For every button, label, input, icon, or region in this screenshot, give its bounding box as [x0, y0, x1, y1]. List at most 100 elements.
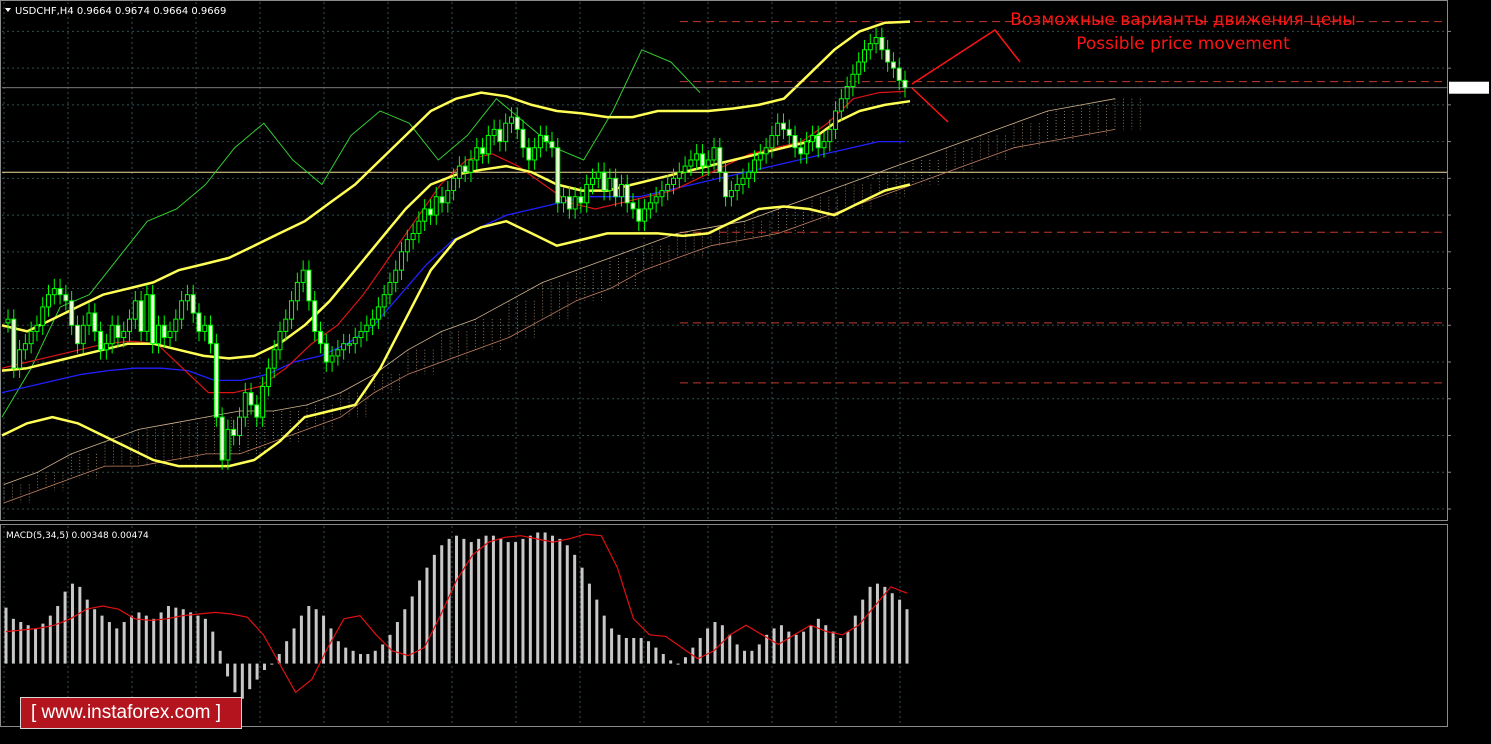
macd-bar [166, 606, 170, 664]
macd-bar [772, 628, 776, 664]
candle-body [456, 165, 462, 179]
macd-bar [654, 647, 658, 664]
candle-body [121, 330, 127, 339]
candle-body [40, 306, 46, 326]
macd-bar [336, 641, 340, 664]
macd-bar [211, 631, 215, 664]
candle-body [850, 73, 856, 87]
candle-body [410, 232, 416, 241]
candle-body [682, 165, 688, 173]
candle-body [358, 330, 364, 339]
candle-body [647, 202, 653, 210]
macd-bar [587, 583, 591, 664]
candle-body [861, 49, 867, 63]
candle-body [480, 147, 486, 155]
candles [5, 27, 908, 470]
candle-body [427, 208, 433, 216]
candle-body [659, 190, 665, 198]
macd-bar [410, 596, 414, 664]
candle-body [306, 269, 312, 302]
candle-body [364, 324, 370, 332]
macd-bar [329, 628, 333, 664]
macd-bar [122, 622, 126, 664]
macd-bar [373, 650, 377, 664]
candle-body [231, 428, 237, 437]
chikou-span [1, 49, 701, 418]
macd-bar [669, 660, 673, 664]
candle-body [283, 318, 289, 332]
macd-bar [580, 567, 584, 664]
candle-body [468, 159, 474, 173]
macd-bar [93, 609, 97, 664]
candle-body [589, 177, 595, 185]
macd-bar [358, 654, 362, 664]
symbol-menu-icon[interactable] [5, 8, 11, 12]
main-chart-frame [0, 0, 1448, 521]
candle-body [694, 153, 700, 161]
candle-body [584, 183, 590, 204]
macd-bar [720, 625, 724, 664]
candle-body [63, 294, 69, 302]
candle-body [387, 281, 393, 296]
macd-bar [418, 580, 422, 664]
candle-body [676, 171, 682, 179]
candle-body [399, 251, 405, 271]
candle-body [92, 312, 98, 332]
candle-body [51, 288, 57, 296]
macd-bar [595, 599, 599, 664]
candle-body [404, 239, 410, 253]
macd-bar [647, 641, 651, 664]
macd-bar [573, 554, 577, 664]
macd-bar [292, 628, 296, 664]
macd-bar [676, 663, 680, 665]
macd-bar [233, 663, 237, 693]
candle-body [769, 134, 775, 149]
macd-bar [4, 607, 8, 664]
macd-bar [831, 631, 835, 664]
candle-body [439, 196, 445, 204]
candle-body [699, 153, 705, 167]
candle-body [213, 343, 219, 418]
candle-body [572, 196, 578, 210]
candle-body [607, 177, 613, 192]
macd-bar [344, 647, 348, 664]
macd-bar [262, 663, 266, 670]
candle-body [219, 416, 225, 461]
candle-body [665, 183, 671, 192]
macd-bar [130, 615, 134, 664]
macd-bar [846, 631, 850, 664]
macd-bar [307, 606, 311, 664]
macd-bar [794, 634, 798, 664]
macd-bar [322, 615, 326, 664]
candle-body [879, 37, 885, 51]
macd-bar [447, 538, 451, 664]
candle-body [838, 98, 844, 112]
macd-bar [536, 532, 540, 664]
candle-body [549, 141, 555, 149]
macd-bar [861, 599, 865, 664]
macd-bar [632, 638, 636, 664]
macd-bar [757, 644, 761, 664]
chart-title: USDCHF,H4 0.9664 0.9674 0.9664 0.9669 [15, 6, 226, 17]
macd-bar [477, 538, 481, 664]
candle-body [381, 294, 387, 308]
macd-bar [514, 542, 518, 664]
candle-body [161, 324, 167, 339]
candle-body [28, 330, 34, 345]
candle-body [485, 134, 491, 155]
annotation-ru: Возможные варианты движения цены [1010, 10, 1356, 30]
macd-bar [277, 654, 281, 664]
macd-bar [85, 599, 89, 664]
annotation-en: Possible price movement [1076, 34, 1290, 54]
macd-bar [683, 657, 687, 664]
candle-body [462, 165, 468, 173]
macd-bar [11, 618, 15, 664]
candle-body [300, 269, 306, 283]
candle-body [595, 171, 601, 179]
candle-body [630, 202, 636, 210]
candle-body [728, 190, 734, 198]
macd-bar [779, 625, 783, 664]
macd-bar [713, 622, 717, 664]
candle-body [69, 300, 75, 326]
